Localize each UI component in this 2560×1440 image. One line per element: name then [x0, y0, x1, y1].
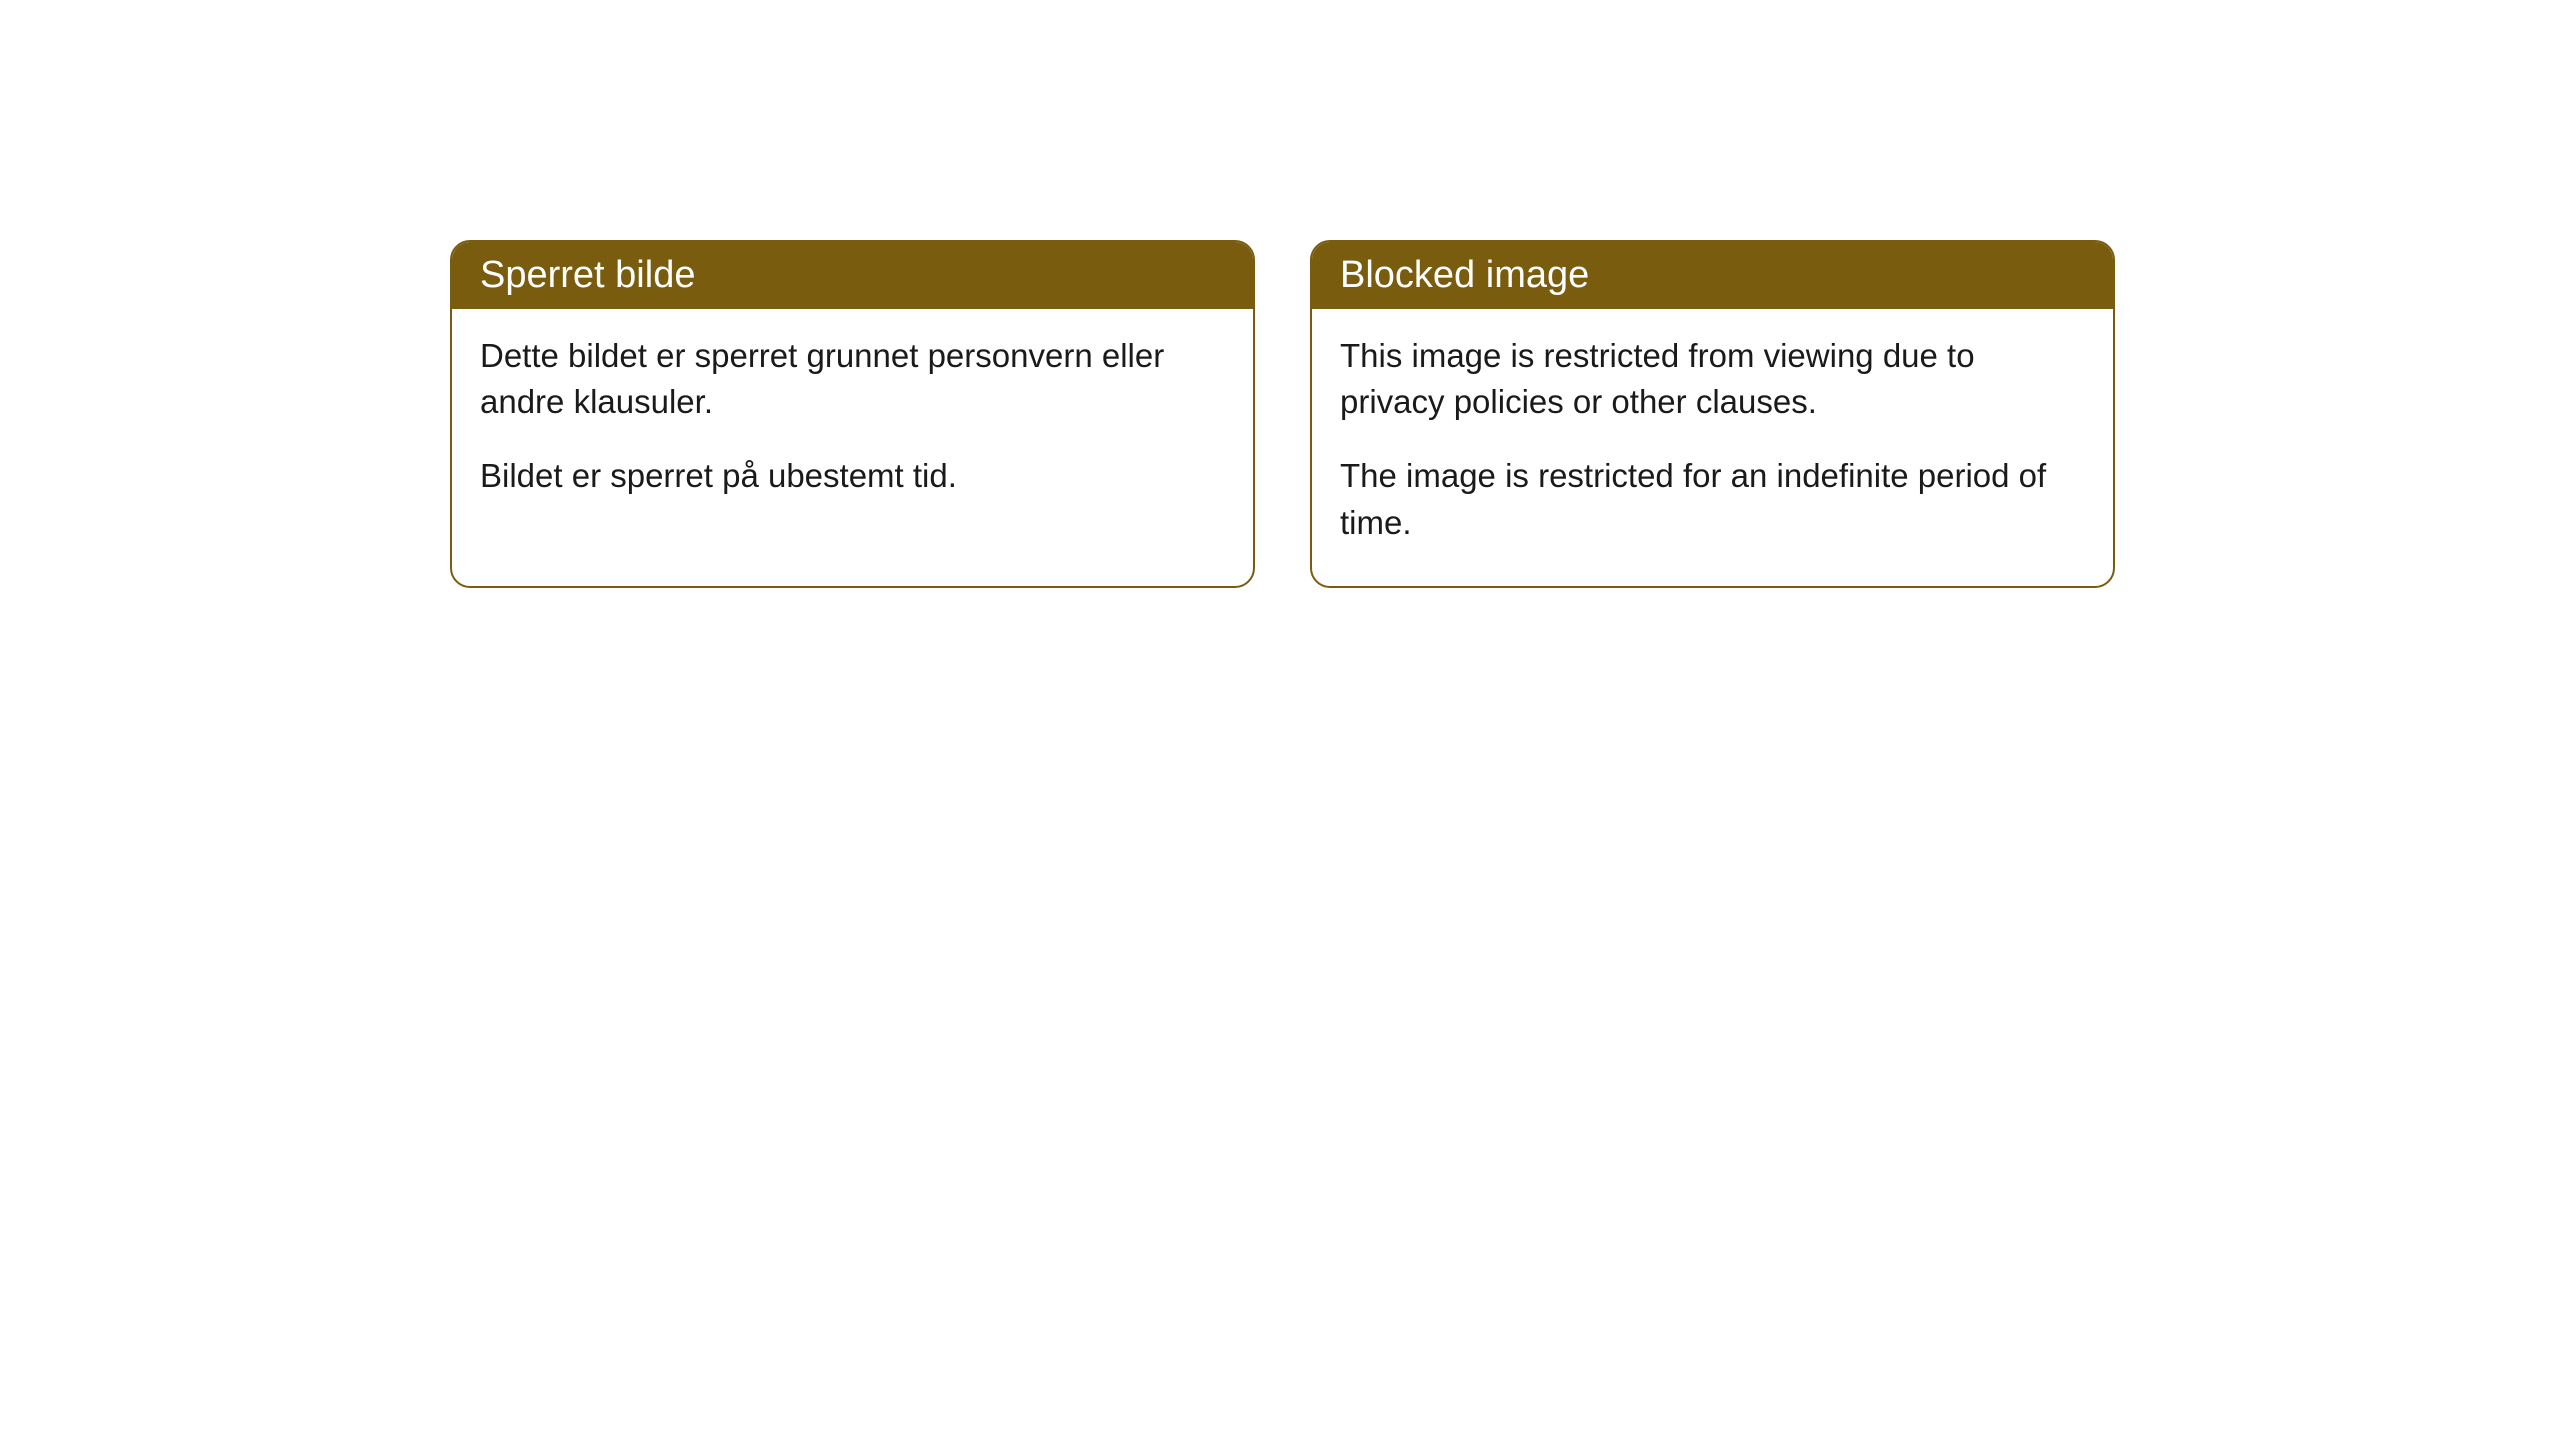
- card-paragraph-1: Dette bildet er sperret grunnet personve…: [480, 333, 1225, 425]
- card-paragraph-2: Bildet er sperret på ubestemt tid.: [480, 453, 1225, 499]
- card-body: This image is restricted from viewing du…: [1312, 309, 2113, 586]
- card-header: Sperret bilde: [452, 242, 1253, 309]
- card-title: Blocked image: [1340, 254, 1589, 296]
- card-title: Sperret bilde: [480, 254, 695, 296]
- cards-container: Sperret bilde Dette bildet er sperret gr…: [450, 240, 2115, 588]
- blocked-image-card-english: Blocked image This image is restricted f…: [1310, 240, 2115, 588]
- card-header: Blocked image: [1312, 242, 2113, 309]
- card-paragraph-1: This image is restricted from viewing du…: [1340, 333, 2085, 425]
- card-body: Dette bildet er sperret grunnet personve…: [452, 309, 1253, 540]
- card-paragraph-2: The image is restricted for an indefinit…: [1340, 453, 2085, 545]
- blocked-image-card-norwegian: Sperret bilde Dette bildet er sperret gr…: [450, 240, 1255, 588]
